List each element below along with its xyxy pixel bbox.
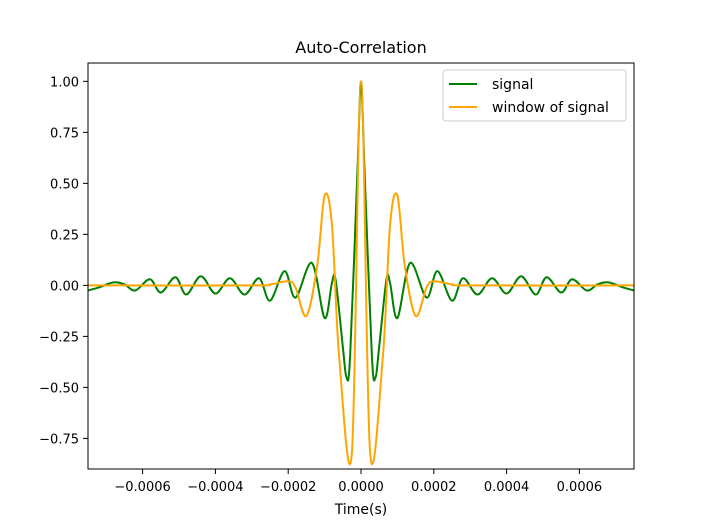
x-tick-label: 0.0006 xyxy=(557,480,603,495)
legend-box xyxy=(442,69,627,122)
series-layer xyxy=(87,80,635,465)
series-line-1 xyxy=(87,80,635,465)
legend-label-0: signal xyxy=(492,77,533,93)
y-tick-label: 0.75 xyxy=(50,126,79,141)
x-tick-label: −0.0004 xyxy=(187,480,243,495)
x-tick-label: 0.0004 xyxy=(484,480,530,495)
chart-title: Auto-Correlation xyxy=(295,38,426,57)
x-axis: −0.0006 −0.0004 −0.0002 0.0000 0.0002 0.0004 0… xyxy=(114,469,602,495)
y-tick-label: 0.50 xyxy=(50,177,79,192)
y-axis: −0.75 −0.50 −0.25 0.00 0.25 0.50 0.75 1.00 xyxy=(39,75,88,447)
legend: signal window of signal xyxy=(442,69,627,122)
y-tick-label: 1.00 xyxy=(50,75,79,90)
x-axis-label: Time(s) xyxy=(334,502,387,518)
x-tick-label: −0.0006 xyxy=(114,480,170,495)
x-tick-label: 0.0002 xyxy=(411,480,457,495)
y-tick-label: −0.75 xyxy=(39,432,79,447)
x-tick-label: −0.0002 xyxy=(260,480,316,495)
x-tick-label: 0.0000 xyxy=(338,480,384,495)
series-line-0 xyxy=(87,80,635,382)
legend-label-1: window of signal xyxy=(492,100,609,116)
y-tick-label: −0.25 xyxy=(39,330,79,345)
plot-frame xyxy=(87,62,635,470)
y-tick-label: −0.50 xyxy=(39,381,79,396)
y-tick-label: 0.25 xyxy=(50,228,79,243)
y-tick-label: 0.00 xyxy=(50,279,79,294)
